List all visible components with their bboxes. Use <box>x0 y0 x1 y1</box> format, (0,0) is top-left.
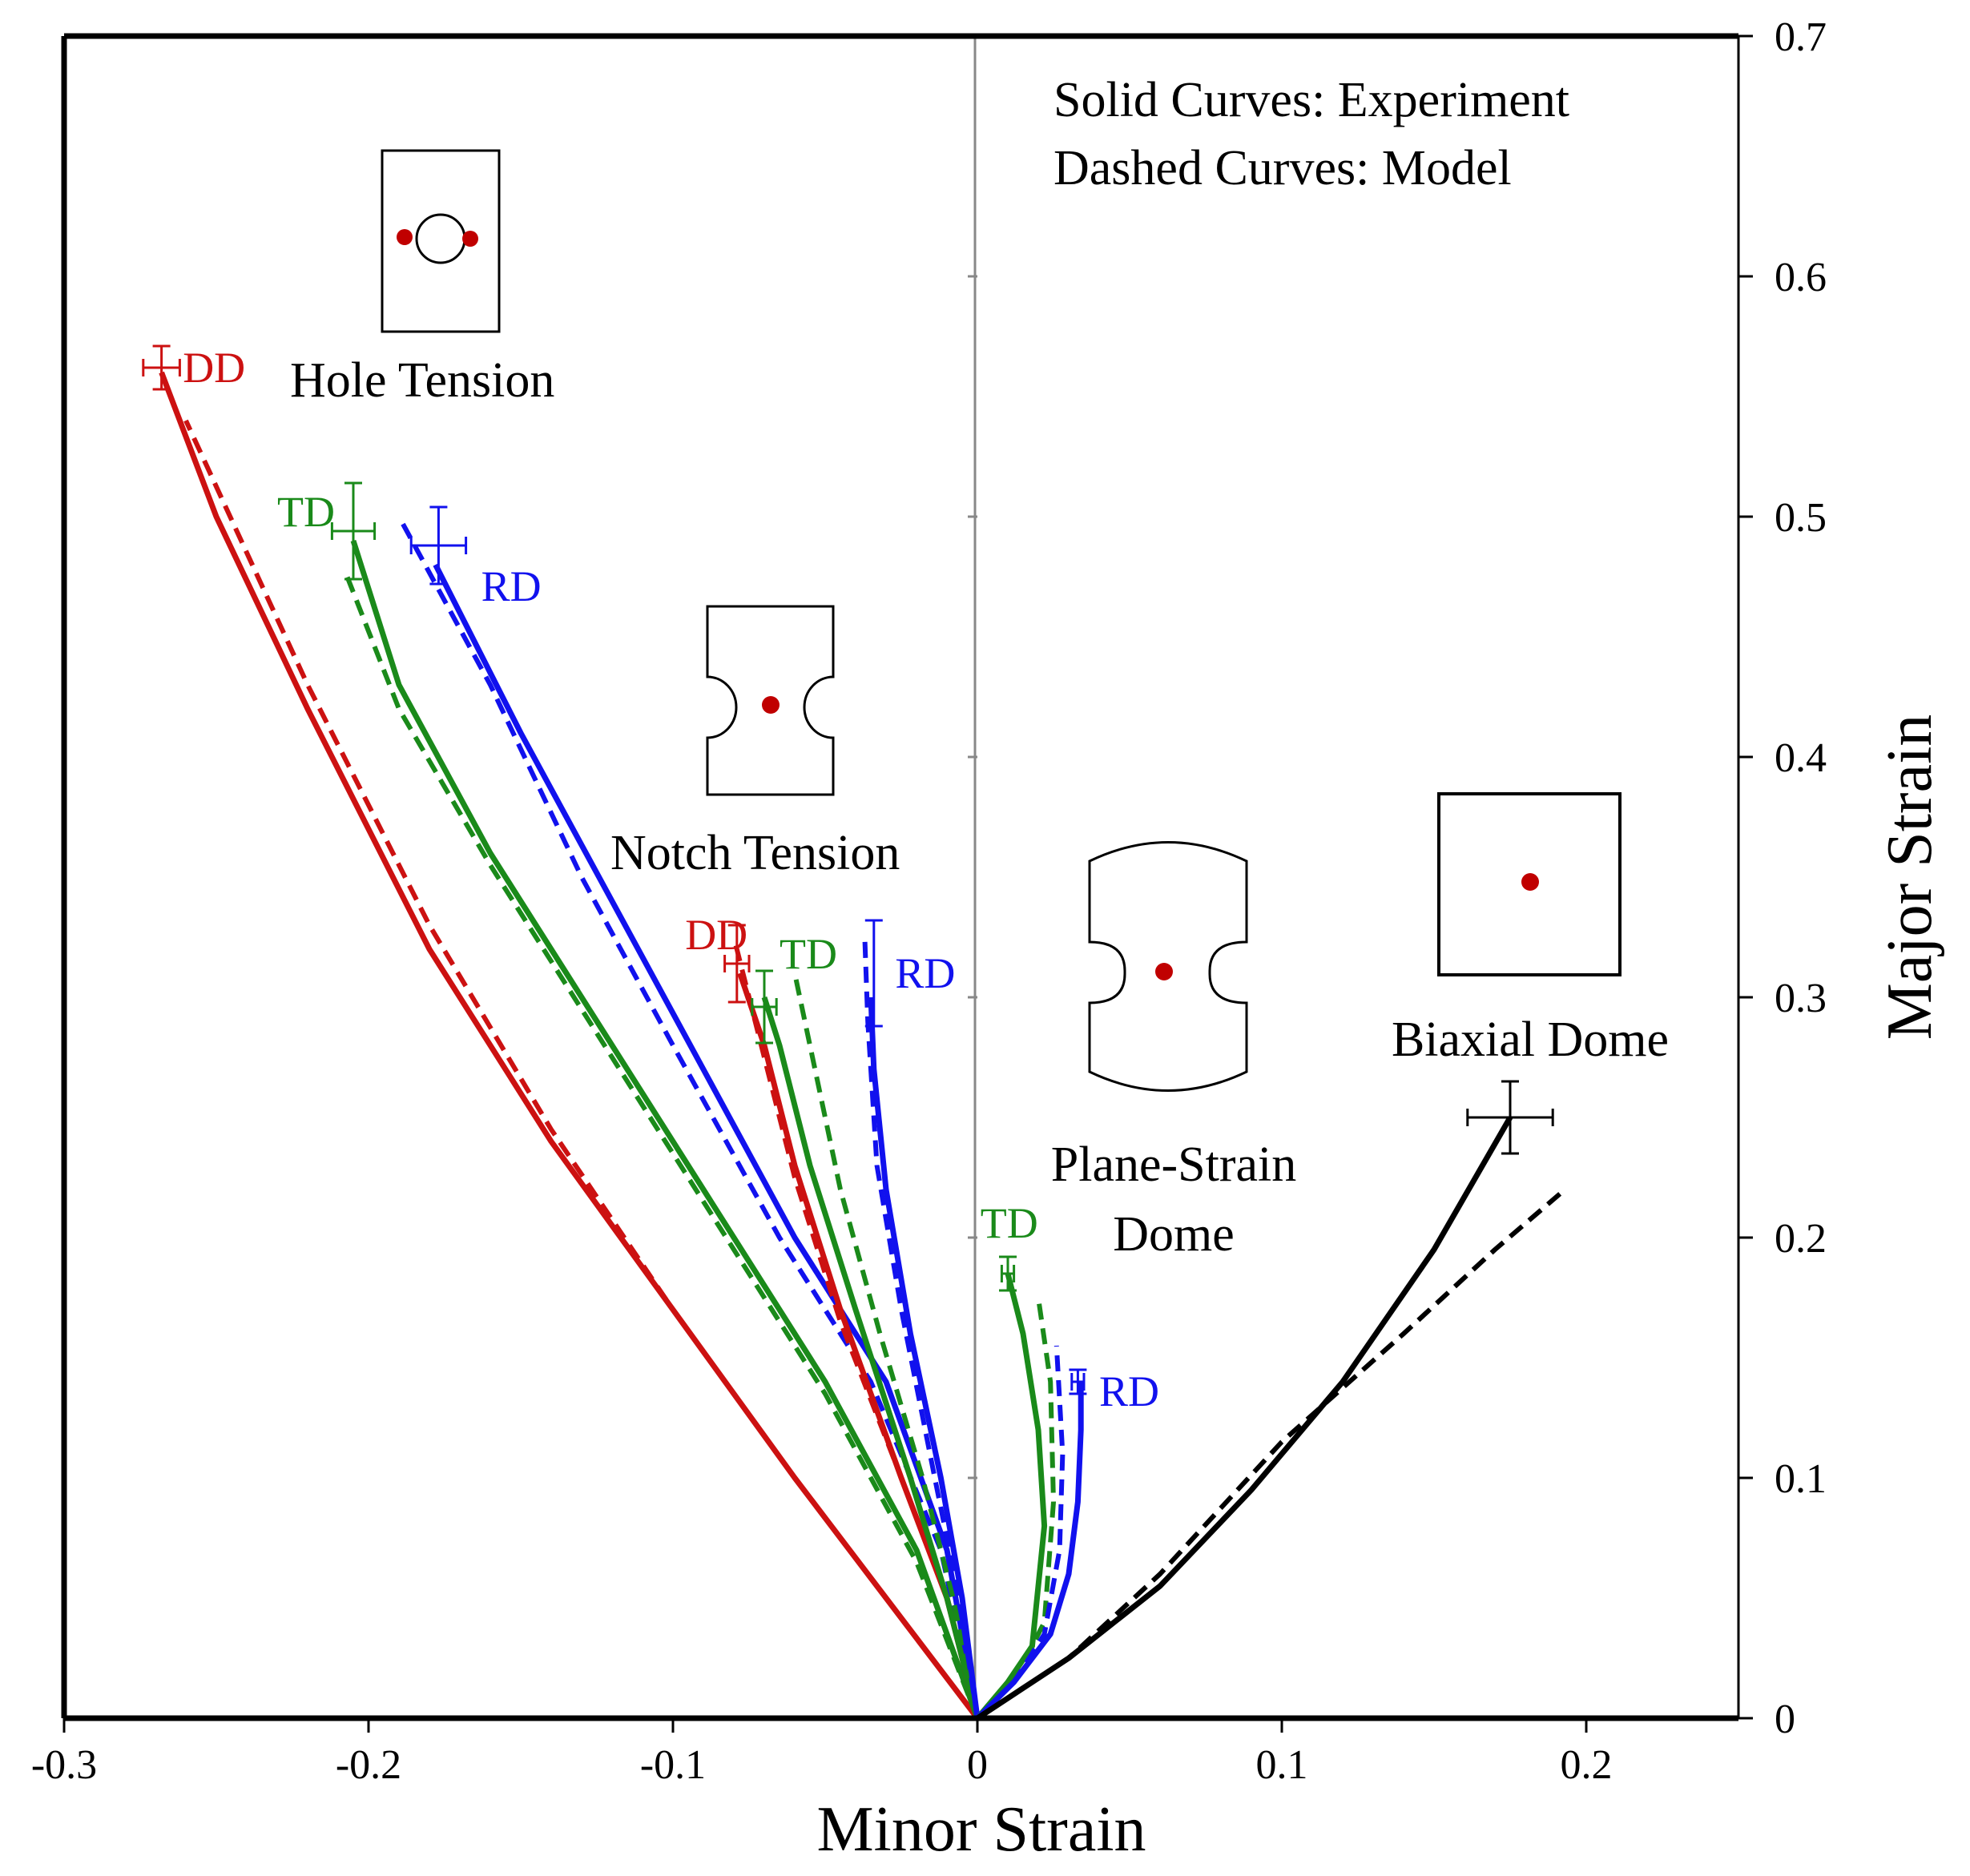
y-tick-label: 0.3 <box>1775 976 1827 1021</box>
y-tick-label: 0.6 <box>1775 255 1827 300</box>
experiment-curve-rd <box>975 1382 1084 1718</box>
experiment-curve-td <box>975 1273 1048 1718</box>
error-bar <box>1466 1080 1554 1155</box>
x-tick-label: -0.1 <box>640 1742 706 1788</box>
direction-label-rd: RD <box>481 562 542 610</box>
model-curve-biaxial <box>976 1187 1567 1718</box>
direction-label-rd: RD <box>1099 1367 1159 1415</box>
plane-strain-label-2: Dome <box>1113 1207 1235 1262</box>
measurement-point-dot <box>1521 873 1539 891</box>
error-bar <box>751 969 778 1045</box>
model-curve-dd <box>183 419 980 1718</box>
y-tick-label: 0.7 <box>1775 14 1827 60</box>
direction-labels-layer: DD TD RD DD TD RD TD RD <box>183 344 1159 1415</box>
x-axis-ticks <box>62 1718 1588 1733</box>
notch-tension-label: Notch Tension <box>610 826 900 880</box>
experiment-curve-rd <box>433 563 981 1718</box>
y-tick-label: 0 <box>1775 1697 1795 1742</box>
y-tick-label: 0.1 <box>1775 1456 1827 1502</box>
model-curve-dd <box>731 936 980 1718</box>
y-axis-title: Major Strain <box>1875 715 1945 1041</box>
error-bar <box>330 481 377 581</box>
error-bar <box>999 1255 1017 1292</box>
experiment-curve-biaxial <box>976 1116 1513 1718</box>
model-curve-rd <box>862 936 980 1718</box>
x-tick-label: 0 <box>967 1742 988 1788</box>
biaxial-specimen-icon <box>1437 792 1622 976</box>
y-tick-labels: 0 0.1 0.2 0.3 0.4 0.5 0.6 0.7 <box>1775 14 1827 1742</box>
model-curve-td <box>975 1297 1056 1718</box>
biaxial-dome-label: Biaxial Dome <box>1392 1012 1669 1067</box>
hole-tension-label: Hole Tension <box>290 353 554 408</box>
legend-model: Dashed Curves: Model <box>1053 141 1512 195</box>
model-curve-td <box>344 575 980 1718</box>
direction-label-td: TD <box>277 488 335 536</box>
experiment-curve-rd <box>868 996 981 1718</box>
model-curve-rd <box>397 515 980 1718</box>
direction-label-rd: RD <box>895 949 955 997</box>
experiment-curve-dd <box>737 972 981 1718</box>
measurement-point-dot <box>397 229 413 245</box>
hole-tension-specimen-icon <box>381 149 501 333</box>
x-tick-label: -0.3 <box>31 1742 97 1788</box>
zero-axis-ticks <box>968 34 977 1479</box>
measurement-point-dot <box>462 231 478 247</box>
y-axis-ticks <box>1738 34 1753 1720</box>
error-bar <box>409 505 468 586</box>
y-tick-label: 0.2 <box>1775 1216 1827 1262</box>
y-tick-label: 0.4 <box>1775 735 1827 781</box>
notch-tension-specimen-icon <box>706 605 835 796</box>
experiment-curve-td <box>761 996 981 1718</box>
plane-strain-specimen-icon <box>1088 841 1248 1092</box>
direction-label-dd: DD <box>183 344 245 392</box>
x-tick-label: 0.2 <box>1561 1742 1613 1788</box>
error-bar <box>864 919 883 1028</box>
error-bar <box>723 924 751 1004</box>
x-tick-labels: -0.3 -0.2 -0.1 0 0.1 0.2 <box>31 1742 1613 1788</box>
error-bars-layer <box>142 344 1554 1395</box>
curves-layer <box>159 371 1567 1718</box>
y-tick-label: 0.5 <box>1775 495 1827 541</box>
error-bar <box>142 344 181 391</box>
direction-label-dd: DD <box>685 911 747 959</box>
legend-experiment: Solid Curves: Experiment <box>1053 73 1569 127</box>
direction-label-td: TD <box>981 1199 1038 1247</box>
plane-strain-label-1: Plane-Strain <box>1051 1137 1297 1192</box>
experiment-curve-td <box>350 539 981 1718</box>
model-curve-rd <box>975 1345 1066 1718</box>
x-tick-label: 0.1 <box>1256 1742 1308 1788</box>
measurement-point-dot <box>762 696 780 714</box>
direction-label-td: TD <box>780 930 837 978</box>
error-bar <box>1069 1368 1087 1395</box>
experiment-curve-dd <box>159 371 980 1718</box>
x-axis-title: Minor Strain <box>816 1794 1146 1865</box>
x-tick-label: -0.2 <box>336 1742 401 1788</box>
measurement-point-dot <box>1155 963 1173 980</box>
